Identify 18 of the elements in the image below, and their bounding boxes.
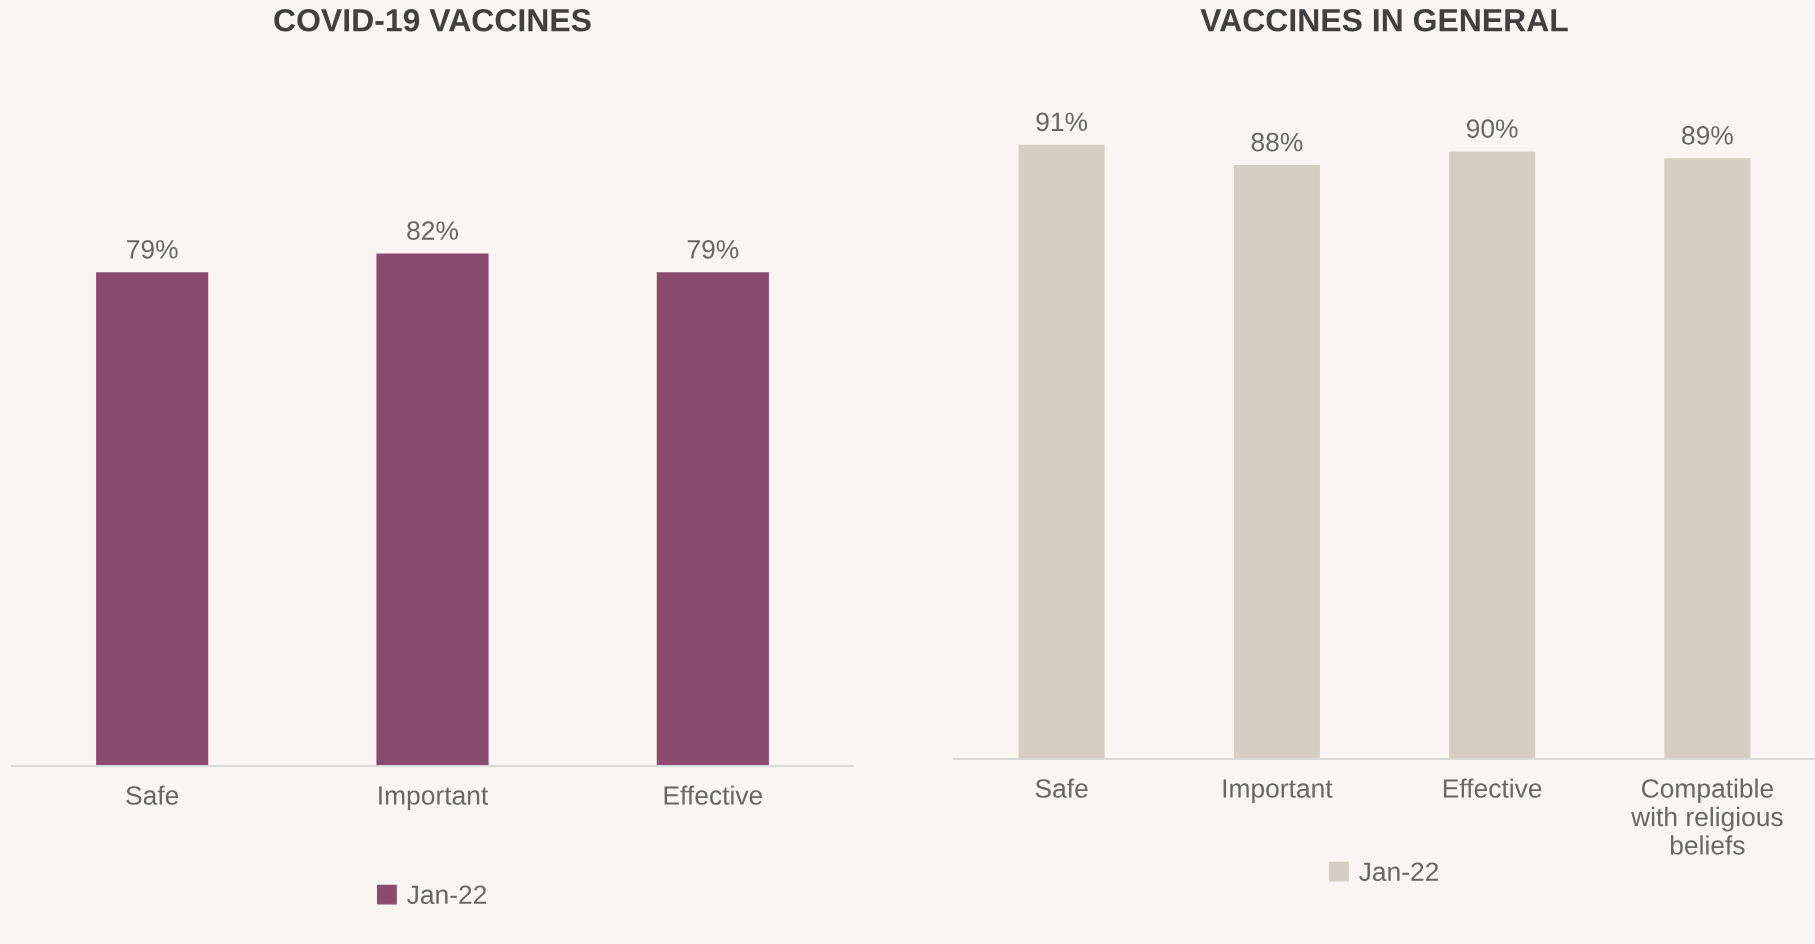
data-label: 79% (687, 240, 739, 259)
x-tick-label: Safe (1035, 778, 1088, 798)
x-tick-label: Safe (126, 785, 179, 805)
data-label: 79% (127, 240, 178, 259)
x-tick-label: Effective (664, 785, 763, 805)
chart-title: VACCINES IN GENERAL (1200, 8, 1568, 32)
data-label: 90% (1466, 119, 1518, 138)
chart-title: COVID-19 VACCINES (274, 8, 591, 32)
legend-label: Jan-22 (407, 885, 487, 905)
x-tick-label: Compatible with religious beliefs (1631, 778, 1783, 855)
x-tick-label: Important (1223, 779, 1333, 804)
data-label: 89% (1682, 126, 1733, 145)
data-label: 82% (407, 221, 458, 240)
x-tick-label: Effective (1443, 778, 1542, 798)
data-label: 91% (1036, 112, 1088, 132)
data-label: 88% (1251, 132, 1303, 152)
legend-label: Jan-22 (1359, 862, 1439, 882)
x-tick-label: Important (379, 786, 489, 811)
